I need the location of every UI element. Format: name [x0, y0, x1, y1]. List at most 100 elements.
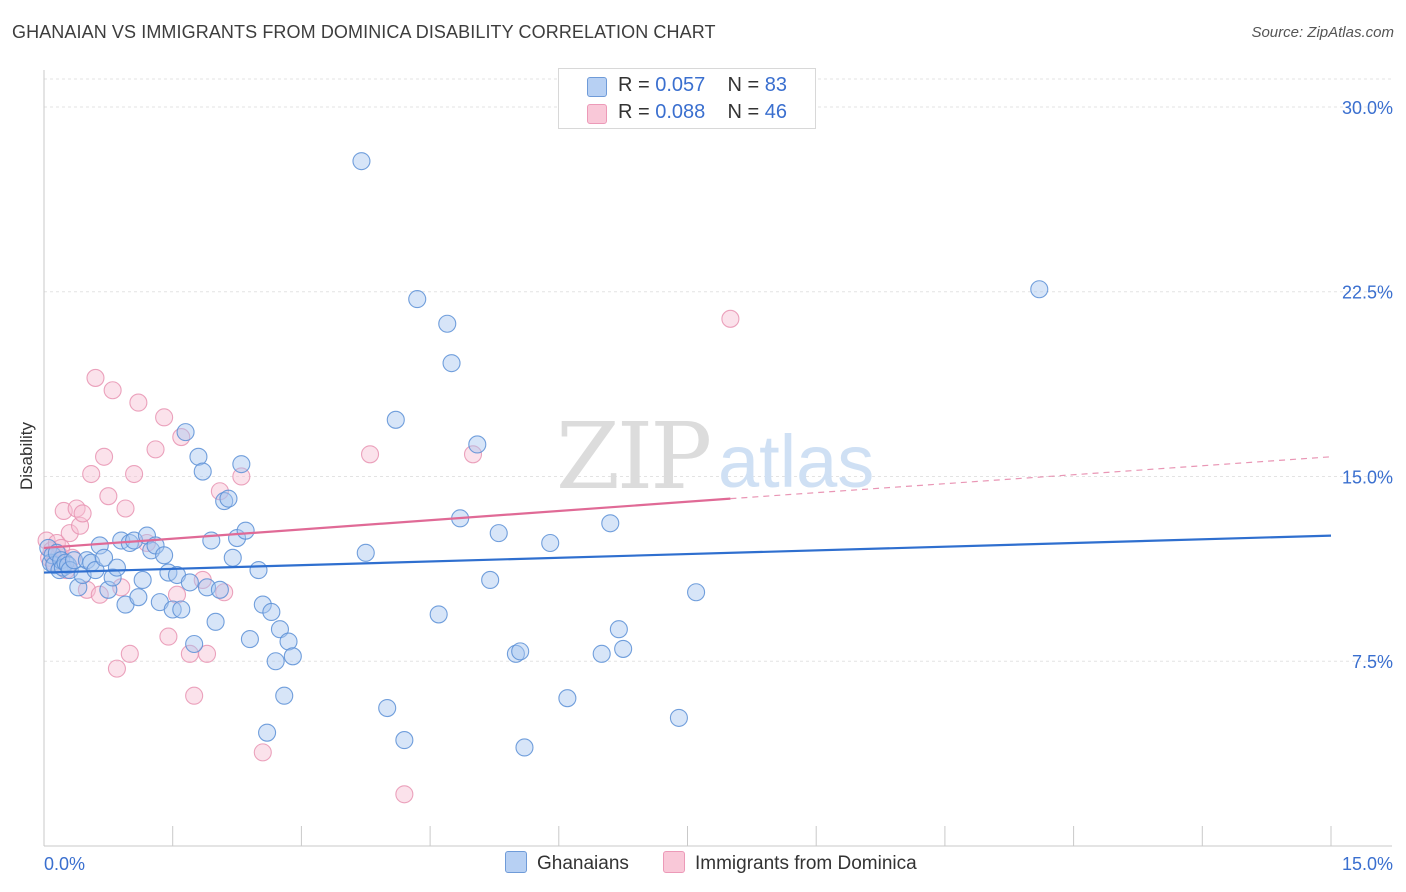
legend-item-dominica[interactable]: Immigrants from Dominica [663, 851, 917, 875]
data-point-ghanaians [232, 455, 251, 474]
data-point-ghanaians [279, 632, 298, 651]
legend-row-dominica: R = 0.088 N = 46 [559, 100, 815, 128]
data-point-ghanaians [107, 558, 126, 577]
data-point-ghanaians [283, 647, 302, 666]
legend-swatch-ghanaians [505, 851, 527, 873]
data-point-dominica [116, 499, 135, 518]
watermark: ZIP atlas [556, 403, 874, 510]
data-point-ghanaians [270, 620, 290, 639]
data-point-ghanaians [669, 708, 688, 727]
data-point-dominica [232, 467, 251, 486]
data-point-ghanaians [193, 462, 212, 481]
data-point-dominica [146, 440, 165, 459]
data-point-ghanaians [438, 314, 457, 333]
legend-stats-text-ghanaians: R = 0.057 N = 83 [618, 74, 787, 97]
data-point-dominica [125, 464, 144, 484]
data-point-ghanaians [176, 423, 195, 442]
data-point-ghanaians [129, 588, 148, 607]
data-point-ghanaians [275, 686, 294, 705]
data-point-ghanaians [489, 524, 508, 543]
data-point-dominica [60, 524, 79, 543]
data-point-ghanaians [558, 689, 577, 708]
x-tick-label: 0.0% [44, 854, 85, 874]
data-point-dominica [90, 585, 109, 604]
series-ghanaians-points [39, 152, 1049, 757]
data-point-ghanaians [1030, 280, 1049, 299]
data-point-ghanaians [609, 620, 628, 639]
data-point-ghanaians [614, 639, 633, 658]
data-point-dominica [185, 686, 204, 705]
data-point-ghanaians [206, 612, 225, 631]
legend-r-label: R = [618, 101, 656, 123]
data-point-ghanaians [356, 543, 375, 562]
data-point-ghanaians [352, 152, 371, 171]
data-point-dominica [99, 487, 118, 506]
data-point-dominica [360, 445, 380, 464]
data-point-ghanaians [592, 644, 611, 663]
legend-swatch-dominica [587, 104, 607, 124]
data-point-dominica [67, 499, 86, 518]
y-tick-label: 15.0% [1342, 467, 1393, 487]
data-point-ghanaians [511, 642, 530, 661]
data-point-ghanaians [266, 652, 285, 671]
data-point-dominica [155, 408, 174, 427]
legend-series: Ghanaians Immigrants from Dominica [0, 851, 1406, 877]
data-point-dominica [159, 627, 178, 646]
data-point-ghanaians [541, 533, 560, 553]
data-point-dominica [120, 644, 139, 663]
data-point-dominica [73, 504, 92, 523]
legend-item-ghanaians[interactable]: Ghanaians [505, 851, 629, 875]
data-point-ghanaians [133, 570, 152, 589]
data-point-ghanaians [223, 548, 242, 567]
legend-n-label: N = [727, 101, 765, 123]
data-point-ghanaians [442, 354, 461, 373]
trend-lines [43, 456, 1332, 574]
data-point-ghanaians [103, 568, 122, 587]
data-point-ghanaians [378, 698, 397, 718]
legend-r-value: 0.088 [655, 101, 706, 123]
data-point-ghanaians [236, 521, 255, 540]
legend-r-value: 0.057 [655, 74, 706, 96]
data-point-dominica [197, 644, 217, 663]
source-label: Source: ZipAtlas.com [1251, 24, 1394, 41]
legend-n-value: 83 [764, 74, 788, 96]
watermark-atlas: atlas [718, 420, 874, 503]
legend-swatch-dominica [663, 851, 685, 873]
data-point-ghanaians [408, 290, 427, 309]
data-point-ghanaians [468, 435, 487, 454]
legend-row-ghanaians: R = 0.057 N = 83 [559, 73, 815, 101]
watermark-zip: ZIP [556, 403, 709, 510]
data-point-dominica [82, 464, 101, 484]
data-point-dominica [103, 381, 122, 400]
legend-label-dominica: Immigrants from Dominica [695, 853, 917, 874]
data-point-ghanaians [185, 634, 204, 654]
data-point-dominica [721, 309, 740, 328]
data-point-ghanaians [258, 723, 277, 742]
data-point-dominica [167, 585, 187, 604]
data-point-ghanaians [180, 573, 199, 592]
data-point-ghanaians [687, 583, 706, 602]
data-point-ghanaians [240, 630, 259, 649]
legend-n-label: N = [727, 74, 765, 96]
data-point-ghanaians [172, 600, 191, 619]
legend-n-value: 46 [764, 101, 788, 123]
data-point-ghanaians [515, 738, 534, 757]
data-point-dominica [253, 743, 272, 762]
data-point-ghanaians [481, 570, 500, 589]
data-point-ghanaians [262, 602, 281, 622]
data-point-dominica [95, 447, 114, 466]
data-point-dominica [463, 445, 483, 464]
legend-stats-text-dominica: R = 0.088 N = 46 [618, 101, 787, 124]
data-point-dominica [86, 368, 105, 387]
legend-r-label: R = [618, 74, 656, 96]
legend-label-ghanaians: Ghanaians [537, 853, 629, 874]
data-point-ghanaians [395, 731, 414, 750]
trend-line-ghanaians [43, 534, 1332, 574]
data-point-ghanaians [155, 546, 174, 565]
trend-line-dominica-extension [730, 456, 1332, 500]
y-axis-label: Disability [17, 421, 36, 491]
grid-lines [44, 78, 1392, 662]
trend-line-dominica [43, 497, 731, 550]
chart-title: GHANAIAN VS IMMIGRANTS FROM DOMINICA DIS… [12, 22, 716, 42]
